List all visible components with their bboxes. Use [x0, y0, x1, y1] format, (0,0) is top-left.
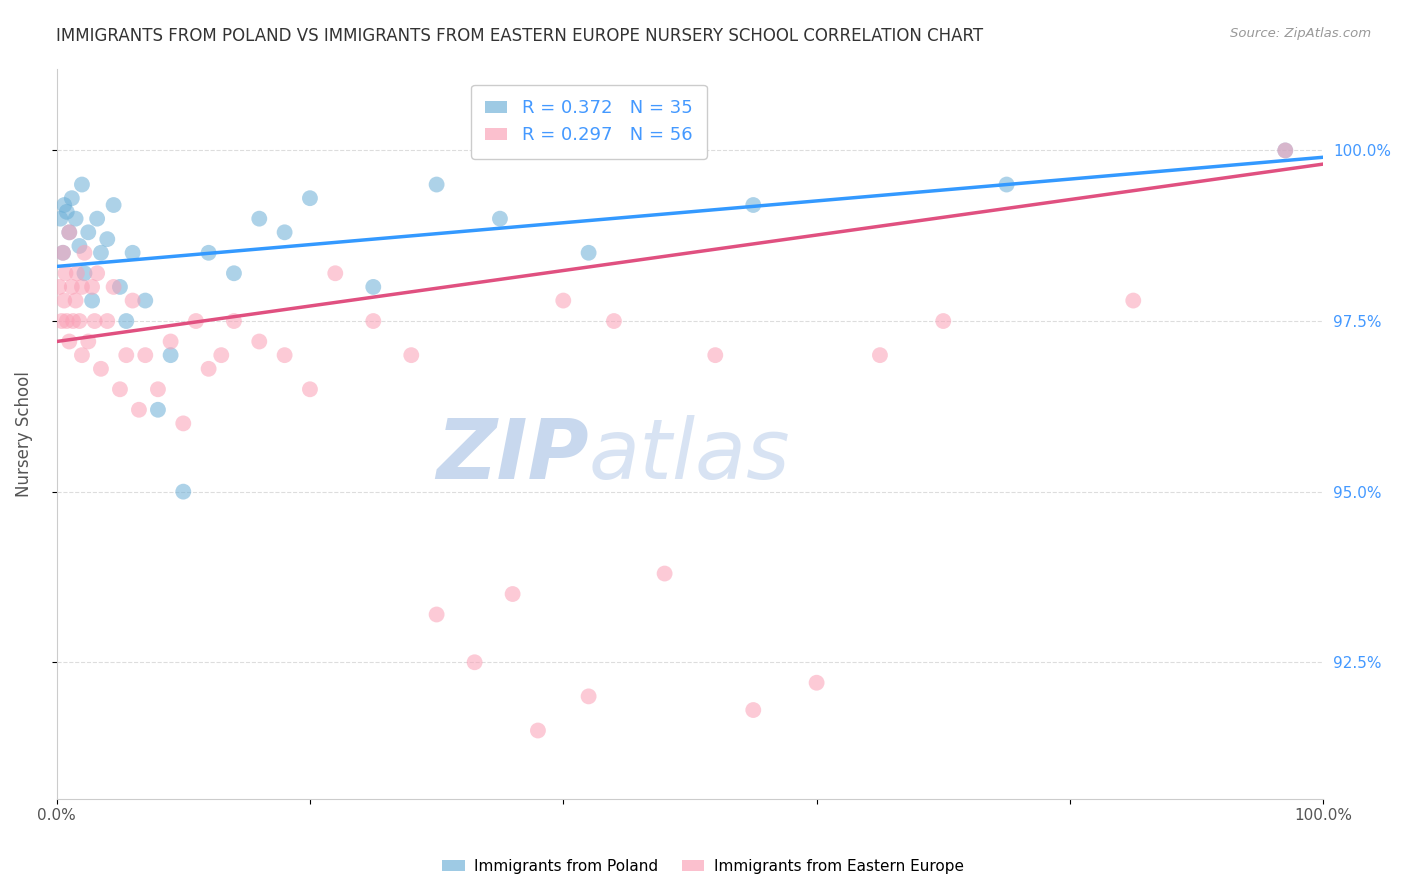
Point	[1122, 293, 1144, 308]
Point	[553, 293, 575, 308]
Point	[273, 225, 295, 239]
Point	[55, 266, 77, 280]
Point	[70, 178, 93, 192]
Point	[298, 382, 321, 396]
Point	[932, 314, 955, 328]
Point	[90, 245, 112, 260]
Point	[361, 314, 384, 328]
Text: atlas: atlas	[589, 415, 790, 496]
Point	[1274, 144, 1296, 158]
Point	[115, 348, 138, 362]
Point	[48, 280, 70, 294]
Point	[273, 348, 295, 362]
Point	[704, 348, 727, 362]
Point	[58, 334, 80, 349]
Point	[51, 314, 73, 328]
Point	[86, 266, 108, 280]
Point	[184, 314, 207, 328]
Point	[83, 314, 105, 328]
Point	[90, 361, 112, 376]
Text: IMMIGRANTS FROM POLAND VS IMMIGRANTS FROM EASTERN EUROPE NURSERY SCHOOL CORRELAT: IMMIGRANTS FROM POLAND VS IMMIGRANTS FRO…	[56, 27, 983, 45]
Point	[134, 348, 156, 362]
Point	[103, 280, 125, 294]
Point	[60, 191, 83, 205]
Point	[247, 211, 270, 226]
Point	[73, 245, 96, 260]
Point	[603, 314, 626, 328]
Point	[66, 266, 89, 280]
Point	[77, 334, 100, 349]
Point	[52, 245, 75, 260]
Point	[146, 382, 169, 396]
Point	[134, 293, 156, 308]
Point	[578, 245, 600, 260]
Point	[108, 382, 131, 396]
Text: ZIP: ZIP	[436, 415, 589, 496]
Point	[80, 280, 103, 294]
Point	[578, 690, 600, 704]
Point	[55, 204, 77, 219]
Legend: R = 0.372   N = 35, R = 0.297   N = 56: R = 0.372 N = 35, R = 0.297 N = 56	[471, 85, 707, 159]
Point	[742, 198, 765, 212]
Point	[197, 361, 219, 376]
Point	[527, 723, 550, 738]
Point	[247, 334, 270, 349]
Point	[53, 198, 76, 212]
Point	[103, 198, 125, 212]
Point	[361, 280, 384, 294]
Point	[58, 225, 80, 239]
Point	[96, 232, 118, 246]
Point	[96, 314, 118, 328]
Point	[172, 417, 194, 431]
Point	[67, 314, 90, 328]
Point	[426, 607, 449, 622]
Point	[62, 314, 84, 328]
Point	[222, 266, 245, 280]
Point	[121, 293, 143, 308]
Point	[298, 191, 321, 205]
Point	[53, 293, 76, 308]
Point	[995, 178, 1018, 192]
Point	[806, 675, 828, 690]
Point	[52, 245, 75, 260]
Point	[502, 587, 524, 601]
Point	[60, 280, 83, 294]
Point	[869, 348, 891, 362]
Point	[401, 348, 423, 362]
Point	[65, 211, 87, 226]
Point	[742, 703, 765, 717]
Point	[464, 655, 486, 669]
Point	[49, 211, 72, 226]
Point	[58, 225, 80, 239]
Point	[172, 484, 194, 499]
Point	[65, 293, 87, 308]
Point	[108, 280, 131, 294]
Y-axis label: Nursery School: Nursery School	[15, 371, 32, 497]
Point	[80, 293, 103, 308]
Point	[159, 334, 181, 349]
Point	[86, 211, 108, 226]
Point	[489, 211, 512, 226]
Point	[654, 566, 676, 581]
Point	[323, 266, 346, 280]
Text: Source: ZipAtlas.com: Source: ZipAtlas.com	[1230, 27, 1371, 40]
Point	[128, 402, 150, 417]
Point	[73, 266, 96, 280]
Point	[70, 348, 93, 362]
Point	[197, 245, 219, 260]
Point	[55, 314, 77, 328]
Point	[115, 314, 138, 328]
Point	[146, 402, 169, 417]
Point	[121, 245, 143, 260]
Point	[70, 280, 93, 294]
Point	[159, 348, 181, 362]
Point	[426, 178, 449, 192]
Point	[1274, 144, 1296, 158]
Point	[209, 348, 232, 362]
Point	[222, 314, 245, 328]
Legend: Immigrants from Poland, Immigrants from Eastern Europe: Immigrants from Poland, Immigrants from …	[436, 853, 970, 880]
Point	[77, 225, 100, 239]
Point	[67, 239, 90, 253]
